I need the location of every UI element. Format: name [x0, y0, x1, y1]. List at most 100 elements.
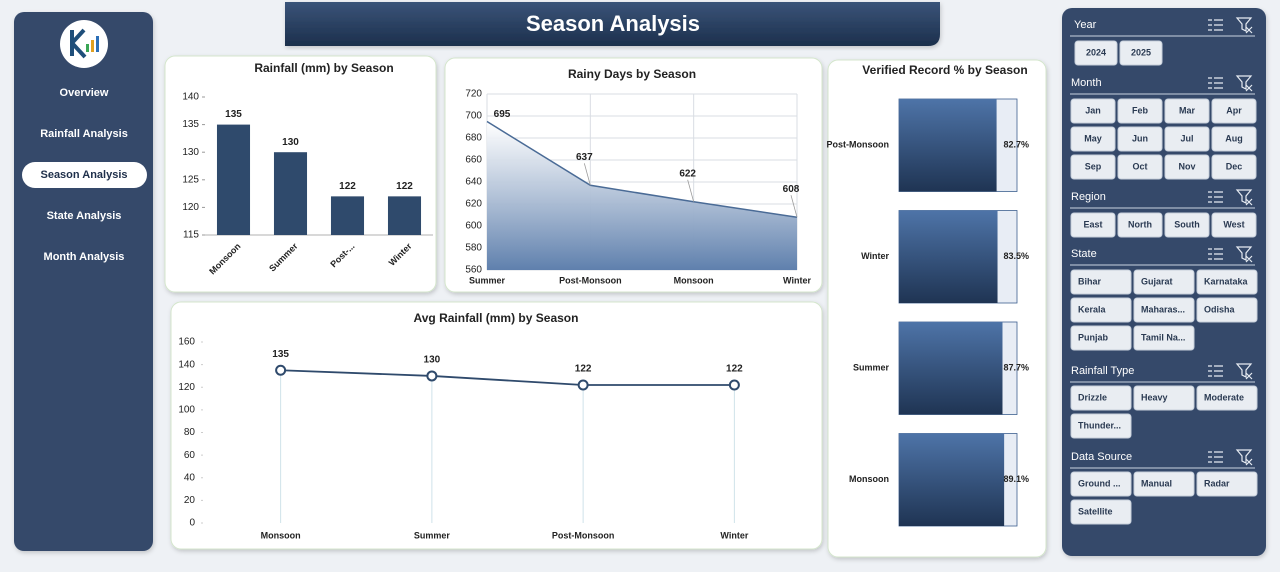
slicer-button[interactable] [1070, 269, 1132, 295]
clear-filter-icon[interactable] [1235, 246, 1253, 263]
y-tick-label: 60 [184, 450, 196, 461]
slicer-button[interactable] [1164, 212, 1210, 238]
slicer-button-label[interactable]: Aug [1225, 133, 1243, 143]
slicer-button-label[interactable]: Karnataka [1204, 276, 1249, 286]
clear-filter-icon[interactable] [1235, 75, 1253, 92]
nav-item[interactable]: Overview [60, 87, 109, 99]
slicer-button-label[interactable]: Mar [1179, 105, 1196, 115]
slicer-button[interactable] [1117, 154, 1163, 180]
slicer-button[interactable] [1070, 126, 1116, 152]
clear-filter-icon[interactable] [1235, 449, 1253, 466]
slicer-button-label[interactable]: North [1128, 219, 1152, 229]
slicer-button[interactable] [1070, 471, 1132, 497]
slicer-button-label[interactable]: Gujarat [1141, 276, 1173, 286]
slicer-button-label[interactable]: Heavy [1141, 392, 1168, 402]
chart-title: Rainfall (mm) by Season [254, 61, 393, 75]
slicer-button-label[interactable]: Sep [1085, 161, 1102, 171]
slicer-button-label[interactable]: East [1083, 219, 1102, 229]
slicer-button[interactable] [1070, 385, 1132, 411]
nav-item[interactable]: Season Analysis [40, 169, 127, 181]
slicer-button[interactable] [1164, 154, 1210, 180]
slicer-button[interactable] [1074, 40, 1118, 66]
slicer-button-label[interactable]: Jun [1132, 133, 1148, 143]
slicer-button[interactable] [1164, 126, 1210, 152]
slicer-button-label[interactable]: Bihar [1078, 276, 1102, 286]
nav-item[interactable]: Month Analysis [44, 251, 125, 263]
slicer-button-label[interactable]: 2025 [1131, 47, 1151, 57]
slicer-button-label[interactable]: Oct [1132, 161, 1147, 171]
leader-line [583, 163, 591, 186]
slicer-button[interactable] [1196, 269, 1258, 295]
slicer-button-label[interactable]: Thunder... [1078, 420, 1121, 430]
slicer-button-label[interactable]: Moderate [1204, 392, 1244, 402]
slicer-button[interactable] [1196, 297, 1258, 323]
slicer-button-label[interactable]: Feb [1132, 105, 1149, 115]
slicer-button[interactable] [1133, 297, 1195, 323]
y-tick-label: 120 [178, 382, 195, 393]
slicer-button-label[interactable]: Dec [1226, 161, 1243, 171]
slicer-button[interactable] [1070, 98, 1116, 124]
slicer-button-label[interactable]: Ground ... [1078, 478, 1121, 488]
slicer-button-label[interactable]: South [1174, 219, 1200, 229]
nav-item[interactable]: Rainfall Analysis [40, 128, 128, 140]
slicer-button-label[interactable]: Radar [1204, 478, 1230, 488]
slicer-button-label[interactable]: May [1084, 133, 1102, 143]
slicer-button-label[interactable]: Punjab [1078, 332, 1109, 342]
multi-select-icon[interactable] [1208, 19, 1223, 31]
slicer-button[interactable] [1133, 325, 1195, 351]
slicer-button-label[interactable]: Odisha [1204, 304, 1236, 314]
slicer-button-label[interactable]: Jan [1085, 105, 1101, 115]
slicer-button[interactable] [1117, 98, 1163, 124]
clear-filter-icon[interactable] [1235, 17, 1253, 34]
nav-item[interactable]: State Analysis [47, 210, 122, 222]
slicer-button[interactable] [1133, 471, 1195, 497]
slicer-button-label[interactable]: Kerala [1078, 304, 1107, 314]
slicer-button-label[interactable]: West [1223, 219, 1244, 229]
x-tick-label: Winter [783, 275, 811, 285]
slicer-button-label[interactable]: Apr [1226, 105, 1242, 115]
slicer-button[interactable] [1070, 325, 1132, 351]
slicer-button-label[interactable]: Jul [1180, 133, 1193, 143]
multi-select-icon[interactable] [1208, 191, 1223, 203]
chart-title: Avg Rainfall (mm) by Season [414, 311, 579, 325]
multi-select-icon[interactable] [1208, 77, 1223, 89]
slicer-button[interactable] [1196, 385, 1258, 411]
category-label: Monsoon [849, 474, 889, 484]
slicer-button[interactable] [1164, 98, 1210, 124]
slicer-button-label[interactable]: Satellite [1078, 506, 1113, 516]
multi-select-icon[interactable] [1208, 451, 1223, 463]
category-label: Summer [853, 363, 890, 373]
slicer-button[interactable] [1117, 212, 1163, 238]
multi-select-icon[interactable] [1208, 365, 1223, 377]
slicer-button[interactable] [1070, 499, 1132, 525]
slicer-button[interactable] [1117, 126, 1163, 152]
multi-select-icon[interactable] [1208, 248, 1223, 260]
slicer-button[interactable] [1211, 154, 1257, 180]
slicer-button[interactable] [1211, 212, 1257, 238]
slicer-button[interactable] [1070, 212, 1116, 238]
clear-filter-icon[interactable] [1235, 189, 1253, 206]
slicer-button[interactable] [1070, 413, 1132, 439]
slicer-button-label[interactable]: Drizzle [1078, 392, 1107, 402]
slicer-button-label[interactable]: 2024 [1086, 47, 1106, 57]
y-tick-label: 140 [178, 359, 195, 370]
slicer-button[interactable] [1211, 126, 1257, 152]
slicer-button[interactable] [1133, 385, 1195, 411]
y-tick-label: 0 [189, 518, 195, 529]
slicer-button-label[interactable]: Nov [1178, 161, 1195, 171]
slicer-title: Data Source [1071, 451, 1132, 463]
point [275, 364, 287, 376]
slicer-button-label[interactable]: Maharas... [1141, 304, 1185, 314]
clear-filter-icon[interactable] [1235, 363, 1253, 380]
slicer-title: State [1071, 248, 1097, 260]
slicer-button[interactable] [1119, 40, 1163, 66]
slicer-button[interactable] [1196, 471, 1258, 497]
slicer-button-label[interactable]: Manual [1141, 478, 1172, 488]
slicer-button-label[interactable]: Tamil Na... [1141, 332, 1185, 342]
slicer-button[interactable] [1211, 98, 1257, 124]
slicer-button[interactable] [1133, 269, 1195, 295]
value-label: 608 [783, 184, 800, 195]
slicer-button[interactable] [1070, 154, 1116, 180]
slicer-button[interactable] [1070, 297, 1132, 323]
